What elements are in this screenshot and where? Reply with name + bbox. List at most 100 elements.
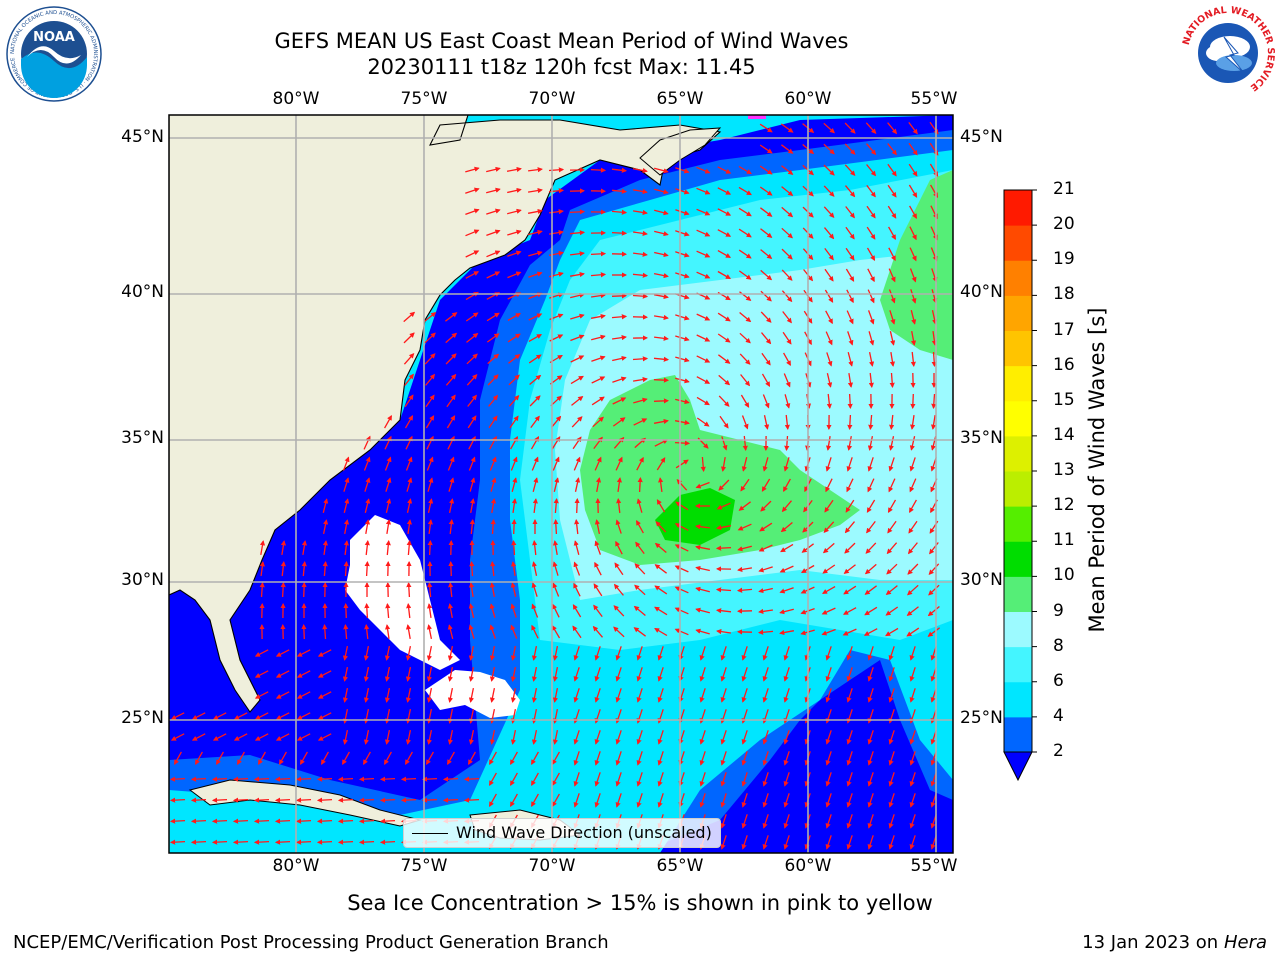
wind-wave-arrow <box>762 667 769 682</box>
wind-wave-arrow <box>465 166 480 173</box>
wind-wave-arrow <box>867 835 874 850</box>
wind-wave-arrow <box>486 250 501 258</box>
wind-wave-arrow <box>527 208 543 215</box>
colorbar-tick-label: 11 <box>1053 530 1075 551</box>
wind-wave-arrow <box>573 730 580 745</box>
wind-wave-arrow <box>846 478 854 493</box>
wind-wave-arrow <box>720 688 727 703</box>
wind-wave-arrow <box>845 185 856 198</box>
wind-wave-arrow <box>656 457 666 471</box>
wind-wave-arrow <box>615 519 622 534</box>
wind-wave-arrow <box>675 209 690 216</box>
wind-wave-arrow <box>720 730 727 745</box>
wind-wave-arrow <box>615 646 622 661</box>
wind-wave-arrow <box>675 398 690 405</box>
wind-wave-arrow <box>888 667 895 682</box>
wind-wave-arrow <box>885 627 899 637</box>
wind-wave-arrow <box>296 691 311 699</box>
wind-wave-arrow <box>846 814 853 829</box>
wind-wave-arrow <box>696 355 711 363</box>
wind-wave-arrow <box>469 560 475 577</box>
wind-wave-arrow <box>343 623 349 640</box>
wind-wave-arrow <box>866 247 876 262</box>
wind-wave-arrow <box>465 250 480 258</box>
wind-wave-arrow <box>866 164 877 177</box>
wind-wave-arrow <box>866 521 876 534</box>
wind-wave-arrow <box>379 797 396 803</box>
colorbar-segment <box>1004 506 1032 542</box>
lat-label-right: 30°N <box>960 570 1003 590</box>
wind-wave-arrow <box>591 334 606 341</box>
wind-wave-arrow <box>594 751 601 766</box>
wind-wave-arrow <box>489 751 497 766</box>
wind-wave-arrow <box>615 751 622 766</box>
wind-wave-arrow <box>674 607 689 615</box>
lon-label-top: 80°W <box>272 89 320 109</box>
wind-wave-arrow <box>889 351 896 367</box>
wind-wave-arrow <box>570 375 584 385</box>
wind-wave-arrow <box>632 188 648 195</box>
wind-wave-arrow <box>594 730 601 745</box>
wind-wave-arrow <box>573 751 580 766</box>
wind-wave-arrow <box>426 751 434 766</box>
wind-wave-arrow <box>762 730 769 745</box>
wind-wave-arrow <box>717 312 731 322</box>
wind-wave-arrow <box>720 456 727 472</box>
wind-wave-arrow <box>910 289 917 304</box>
wind-wave-arrow <box>654 564 667 574</box>
wind-wave-arrow <box>717 166 732 174</box>
wind-wave-arrow <box>507 250 522 257</box>
wind-wave-arrow <box>783 814 790 829</box>
wave-period-band-9-5 <box>580 375 860 565</box>
colorbar-tick-label: 4 <box>1053 705 1064 726</box>
wind-wave-arrow <box>889 331 896 346</box>
wind-wave-arrow <box>762 394 770 409</box>
wind-wave-arrow <box>448 518 454 535</box>
wind-wave-arrow <box>633 627 646 637</box>
wind-wave-arrow <box>468 645 475 661</box>
wind-wave-arrow <box>674 523 689 531</box>
wind-wave-arrow <box>552 603 560 618</box>
wind-wave-arrow <box>169 839 186 845</box>
wind-wave-arrow <box>531 582 538 597</box>
map-legend: Wind Wave Direction (unscaled) <box>403 818 721 848</box>
wind-wave-arrow <box>254 670 269 678</box>
wind-wave-arrow <box>782 331 792 345</box>
wind-wave-arrow <box>720 646 727 661</box>
wind-wave-arrow <box>696 417 710 427</box>
wind-wave-arrow <box>405 729 412 745</box>
wind-wave-arrow <box>594 688 601 703</box>
colorbar-tick-label: 10 <box>1053 565 1075 586</box>
wind-wave-arrow <box>317 670 332 678</box>
wind-wave-arrow <box>738 165 752 175</box>
footer-date-text: 13 Jan 2023 on <box>1082 932 1224 953</box>
wind-wave-arrow <box>846 667 853 682</box>
wind-wave-arrow <box>654 230 669 237</box>
wind-wave-arrow <box>253 797 270 803</box>
lon-label-top: 60°W <box>784 89 832 109</box>
wind-wave-arrow <box>717 229 732 237</box>
wind-wave-arrow <box>821 607 836 615</box>
wind-wave-arrow <box>888 793 895 808</box>
wind-wave-arrow <box>364 560 370 577</box>
wind-wave-arrow <box>573 540 580 555</box>
wind-wave-arrow <box>762 457 769 472</box>
lon-label-top: 55°W <box>910 89 958 109</box>
wind-wave-arrow <box>696 271 711 279</box>
wind-wave-arrow <box>826 393 832 410</box>
wind-wave-arrow <box>846 289 854 304</box>
wind-wave-arrow <box>825 751 832 766</box>
wind-wave-arrow <box>741 688 748 703</box>
wind-wave-arrow <box>760 228 773 238</box>
wind-wave-arrow <box>511 539 517 556</box>
wind-wave-arrow <box>384 456 392 471</box>
lon-label-bottom: 65°W <box>656 856 704 876</box>
wind-wave-arrow <box>867 289 875 304</box>
wind-wave-arrow <box>762 814 769 829</box>
wind-wave-arrow <box>465 229 480 237</box>
wind-wave-arrow <box>425 373 436 386</box>
wind-wave-arrow <box>195 751 203 766</box>
wind-wave-arrow <box>889 372 895 389</box>
wind-wave-arrow <box>739 332 751 344</box>
